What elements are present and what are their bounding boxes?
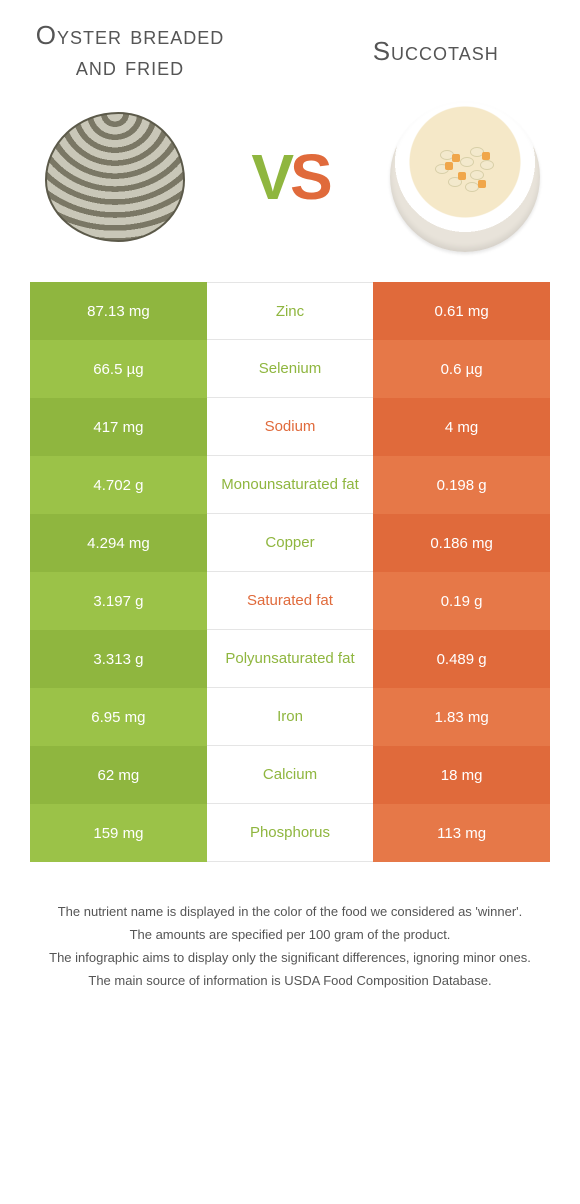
- food-image-right: [390, 102, 540, 252]
- value-left: 62 mg: [30, 746, 207, 804]
- title-right: Succotash: [321, 36, 550, 67]
- nutrient-name: Monounsaturated fat: [207, 456, 373, 514]
- food-image-left: [40, 102, 190, 252]
- value-left: 159 mg: [30, 804, 207, 862]
- value-right: 0.186 mg: [373, 514, 550, 572]
- nutrient-name: Iron: [207, 688, 373, 746]
- titles-row: Oyster breaded and fried Succotash: [30, 20, 550, 82]
- value-left: 87.13 mg: [30, 282, 207, 340]
- vs-s: S: [290, 141, 329, 213]
- value-right: 0.489 g: [373, 630, 550, 688]
- value-right: 1.83 mg: [373, 688, 550, 746]
- footer-line: The amounts are specified per 100 gram o…: [40, 925, 540, 946]
- vs-v: V: [251, 141, 290, 213]
- succotash-icon: [390, 102, 540, 252]
- infographic-container: Oyster breaded and fried Succotash VS 87…: [0, 0, 580, 1014]
- nutrient-name: Phosphorus: [207, 804, 373, 862]
- table-row: 3.313 gPolyunsaturated fat0.489 g: [30, 630, 550, 688]
- value-right: 18 mg: [373, 746, 550, 804]
- nutrient-name: Selenium: [207, 340, 373, 398]
- value-right: 4 mg: [373, 398, 550, 456]
- value-left: 4.702 g: [30, 456, 207, 514]
- nutrient-name: Calcium: [207, 746, 373, 804]
- footer-line: The infographic aims to display only the…: [40, 948, 540, 969]
- nutrient-name: Zinc: [207, 282, 373, 340]
- table-row: 6.95 mgIron1.83 mg: [30, 688, 550, 746]
- footer-line: The main source of information is USDA F…: [40, 971, 540, 992]
- nutrient-name: Saturated fat: [207, 572, 373, 630]
- value-right: 0.19 g: [373, 572, 550, 630]
- nutrient-name: Polyunsaturated fat: [207, 630, 373, 688]
- value-left: 3.313 g: [30, 630, 207, 688]
- table-row: 417 mgSodium4 mg: [30, 398, 550, 456]
- table-row: 3.197 gSaturated fat0.19 g: [30, 572, 550, 630]
- value-left: 3.197 g: [30, 572, 207, 630]
- nutrient-name: Sodium: [207, 398, 373, 456]
- value-left: 4.294 mg: [30, 514, 207, 572]
- table-row: 87.13 mgZinc0.61 mg: [30, 282, 550, 340]
- value-right: 0.198 g: [373, 456, 550, 514]
- table-row: 159 mgPhosphorus113 mg: [30, 804, 550, 862]
- oyster-icon: [45, 112, 185, 242]
- value-right: 0.61 mg: [373, 282, 550, 340]
- footer-notes: The nutrient name is displayed in the co…: [30, 902, 550, 991]
- footer-line: The nutrient name is displayed in the co…: [40, 902, 540, 923]
- table-row: 66.5 µgSelenium0.6 µg: [30, 340, 550, 398]
- table-row: 4.702 gMonounsaturated fat0.198 g: [30, 456, 550, 514]
- table-row: 62 mgCalcium18 mg: [30, 746, 550, 804]
- vs-label: VS: [251, 140, 328, 214]
- value-right: 113 mg: [373, 804, 550, 862]
- hero-row: VS: [30, 102, 550, 252]
- table-row: 4.294 mgCopper0.186 mg: [30, 514, 550, 572]
- value-left: 66.5 µg: [30, 340, 207, 398]
- value-left: 6.95 mg: [30, 688, 207, 746]
- title-left: Oyster breaded and fried: [30, 20, 230, 82]
- nutrient-name: Copper: [207, 514, 373, 572]
- value-left: 417 mg: [30, 398, 207, 456]
- value-right: 0.6 µg: [373, 340, 550, 398]
- comparison-table: 87.13 mgZinc0.61 mg66.5 µgSelenium0.6 µg…: [30, 282, 550, 862]
